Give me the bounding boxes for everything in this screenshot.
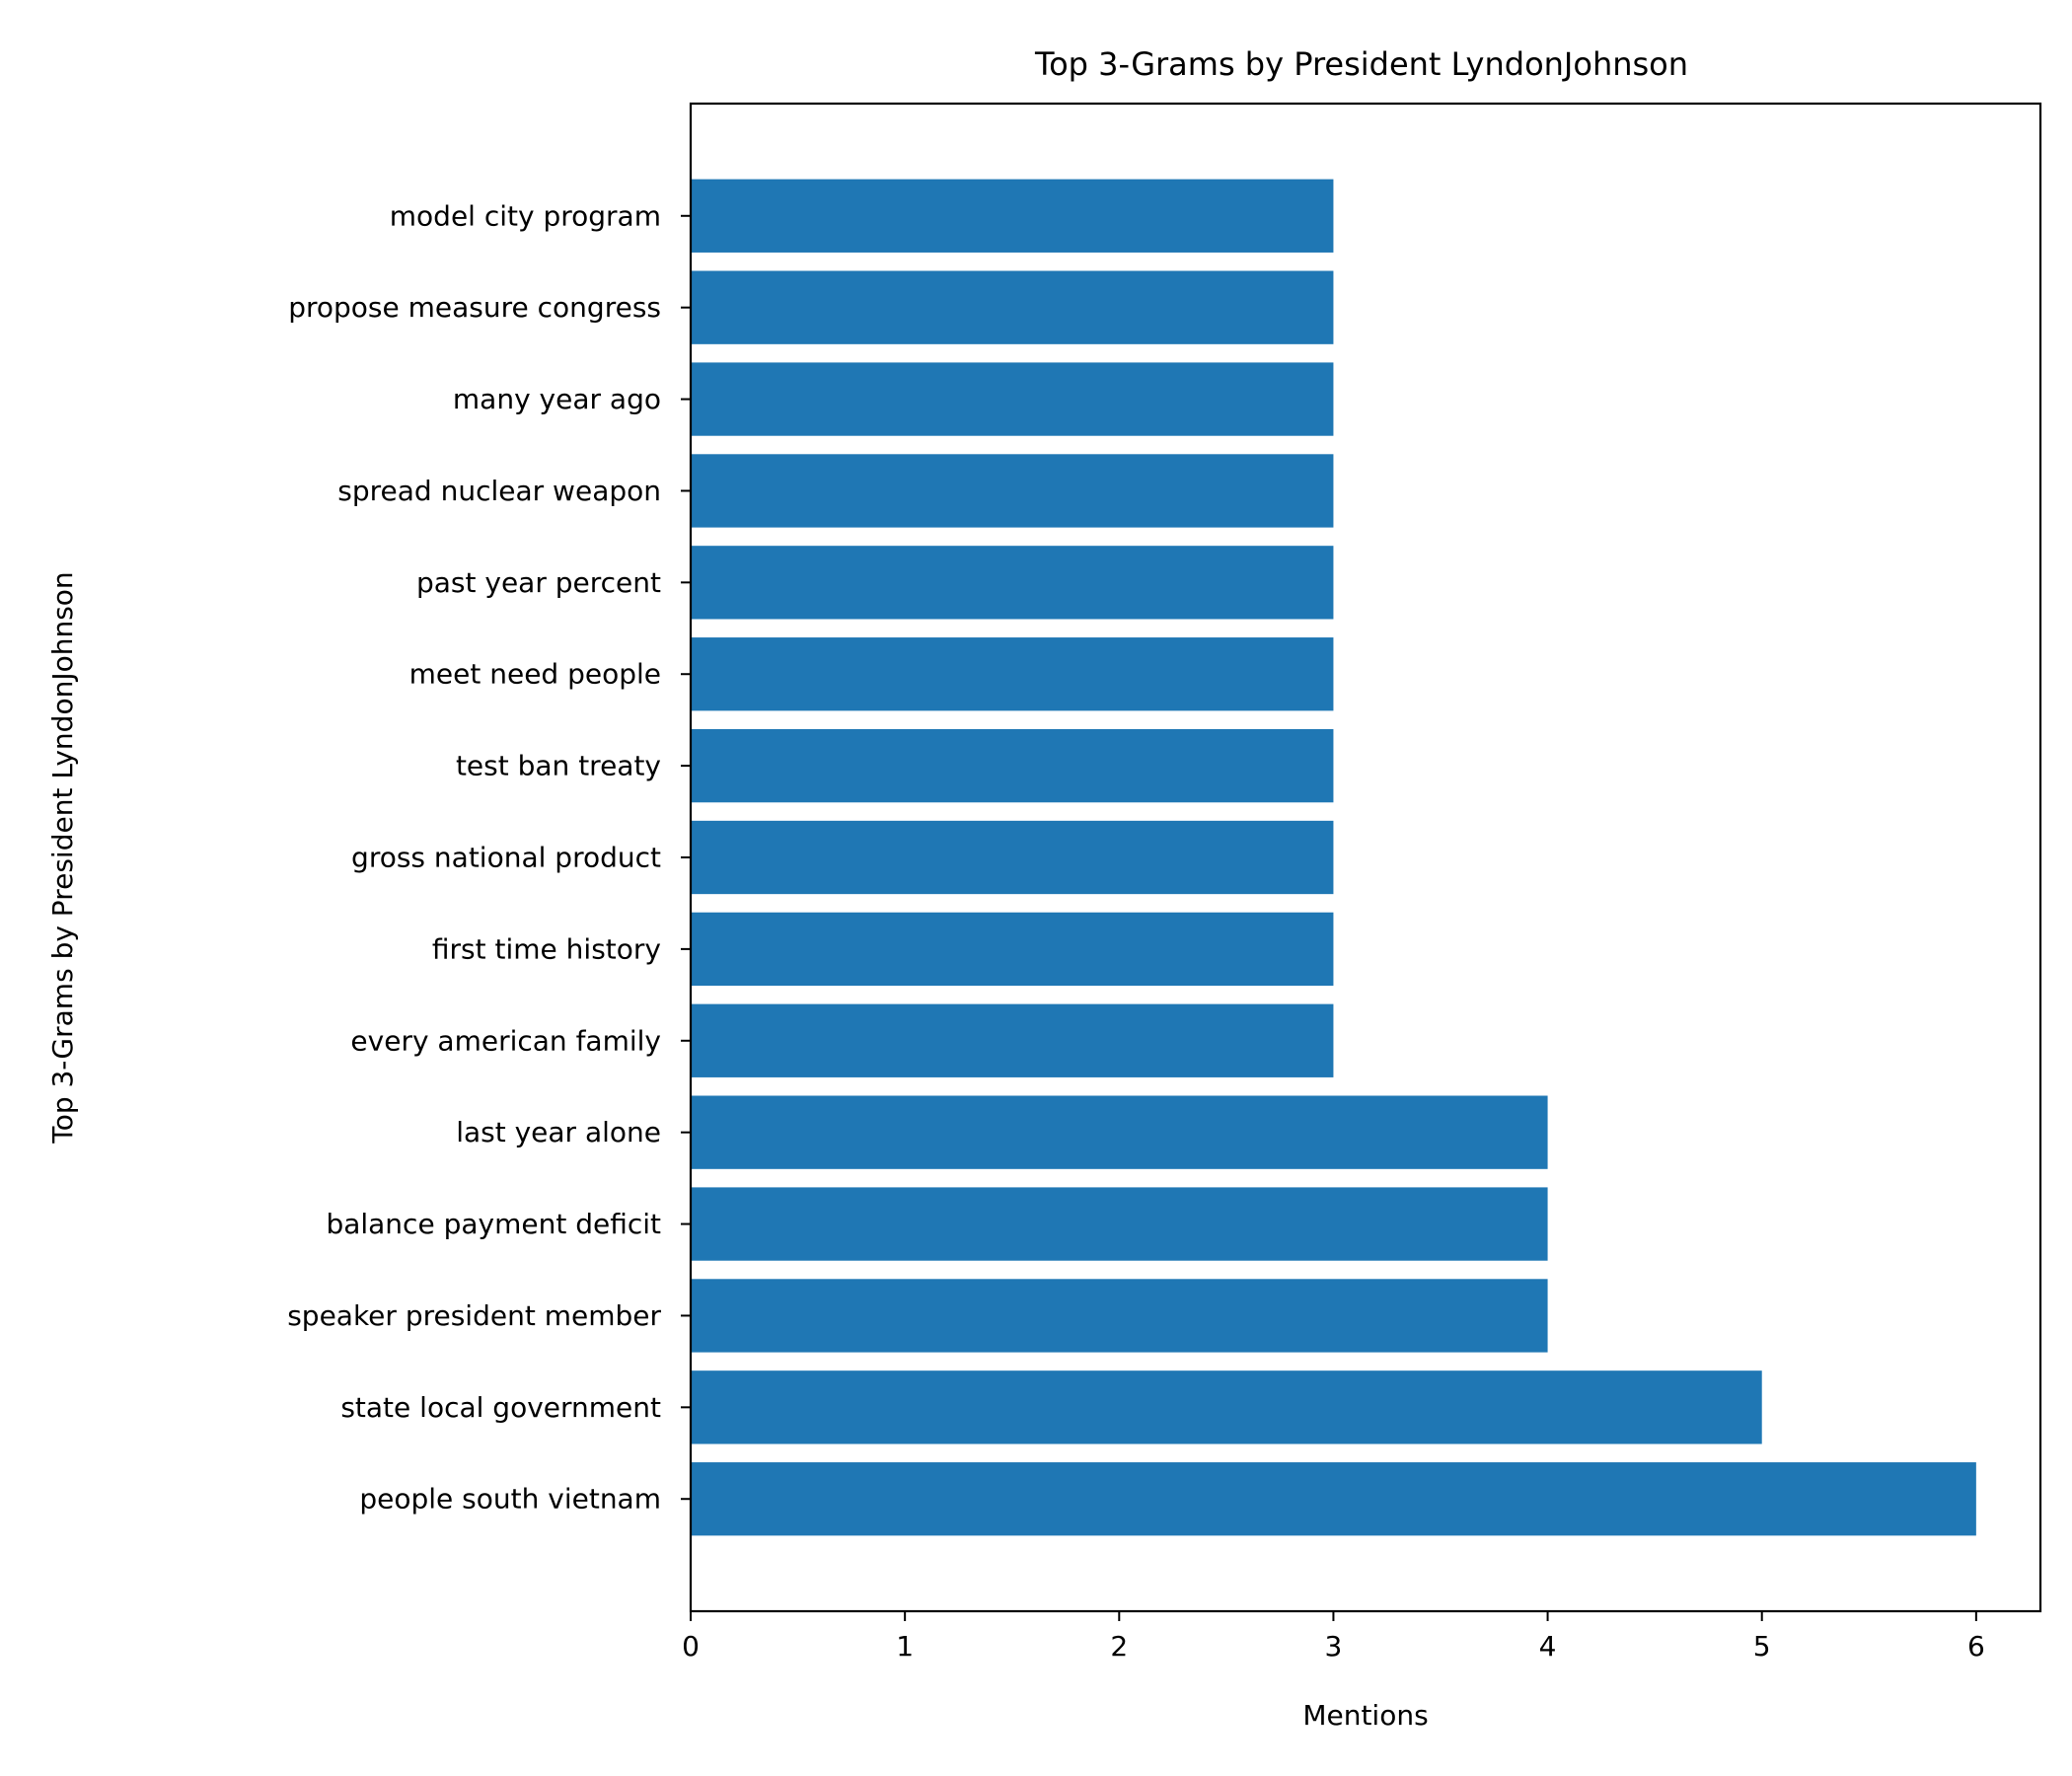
y-tick-label: many year ago xyxy=(453,383,661,415)
bar xyxy=(691,1370,1762,1444)
y-tick-label: every american family xyxy=(350,1024,661,1057)
bar xyxy=(691,179,1334,253)
y-tick-label: speaker president member xyxy=(287,1299,661,1332)
y-tick-label: spread nuclear weapon xyxy=(337,475,661,507)
bar xyxy=(691,362,1334,436)
x-tick-label: 1 xyxy=(896,1630,914,1663)
y-axis-ticks: people south vietnam state local governme… xyxy=(287,199,691,1516)
x-tick-label: 5 xyxy=(1753,1630,1771,1663)
x-axis-label: Mentions xyxy=(1302,1699,1428,1732)
bar xyxy=(691,1095,1548,1169)
y-tick-label: past year percent xyxy=(416,566,661,599)
bar xyxy=(691,270,1334,344)
y-tick-label: gross national product xyxy=(351,842,661,874)
y-tick-label: first time history xyxy=(432,932,661,965)
y-tick-label: propose measure congress xyxy=(288,291,661,324)
bar xyxy=(691,820,1334,895)
y-tick-label: test ban treaty xyxy=(456,750,661,782)
y-axis-label: Top 3-Grams by President LyndonJohnson xyxy=(46,571,79,1144)
x-tick-label: 4 xyxy=(1539,1630,1557,1663)
bar xyxy=(691,1462,1976,1536)
bar xyxy=(691,546,1334,620)
bar xyxy=(691,637,1334,711)
y-tick-label: people south vietnam xyxy=(359,1483,661,1516)
y-tick-label: meet need people xyxy=(409,658,661,691)
bar xyxy=(691,454,1334,528)
bars-layer xyxy=(691,179,1976,1536)
x-tick-label: 3 xyxy=(1325,1630,1343,1663)
x-tick-label: 2 xyxy=(1110,1630,1128,1663)
x-axis-ticks: 0 1 2 3 4 5 6 xyxy=(682,1611,1985,1663)
y-tick-label: balance payment deficit xyxy=(326,1208,661,1240)
x-tick-label: 0 xyxy=(682,1630,700,1663)
x-tick-label: 6 xyxy=(1967,1630,1985,1663)
bar xyxy=(691,728,1334,803)
bar xyxy=(691,1187,1548,1261)
y-tick-label: model city program xyxy=(390,199,661,232)
chart-title: Top 3-Grams by President LyndonJohnson xyxy=(1034,45,1688,83)
bar xyxy=(691,1003,1334,1077)
bar xyxy=(691,1279,1548,1353)
y-tick-label: state local government xyxy=(340,1391,661,1424)
bar xyxy=(691,912,1334,987)
y-tick-label: last year alone xyxy=(456,1116,661,1148)
